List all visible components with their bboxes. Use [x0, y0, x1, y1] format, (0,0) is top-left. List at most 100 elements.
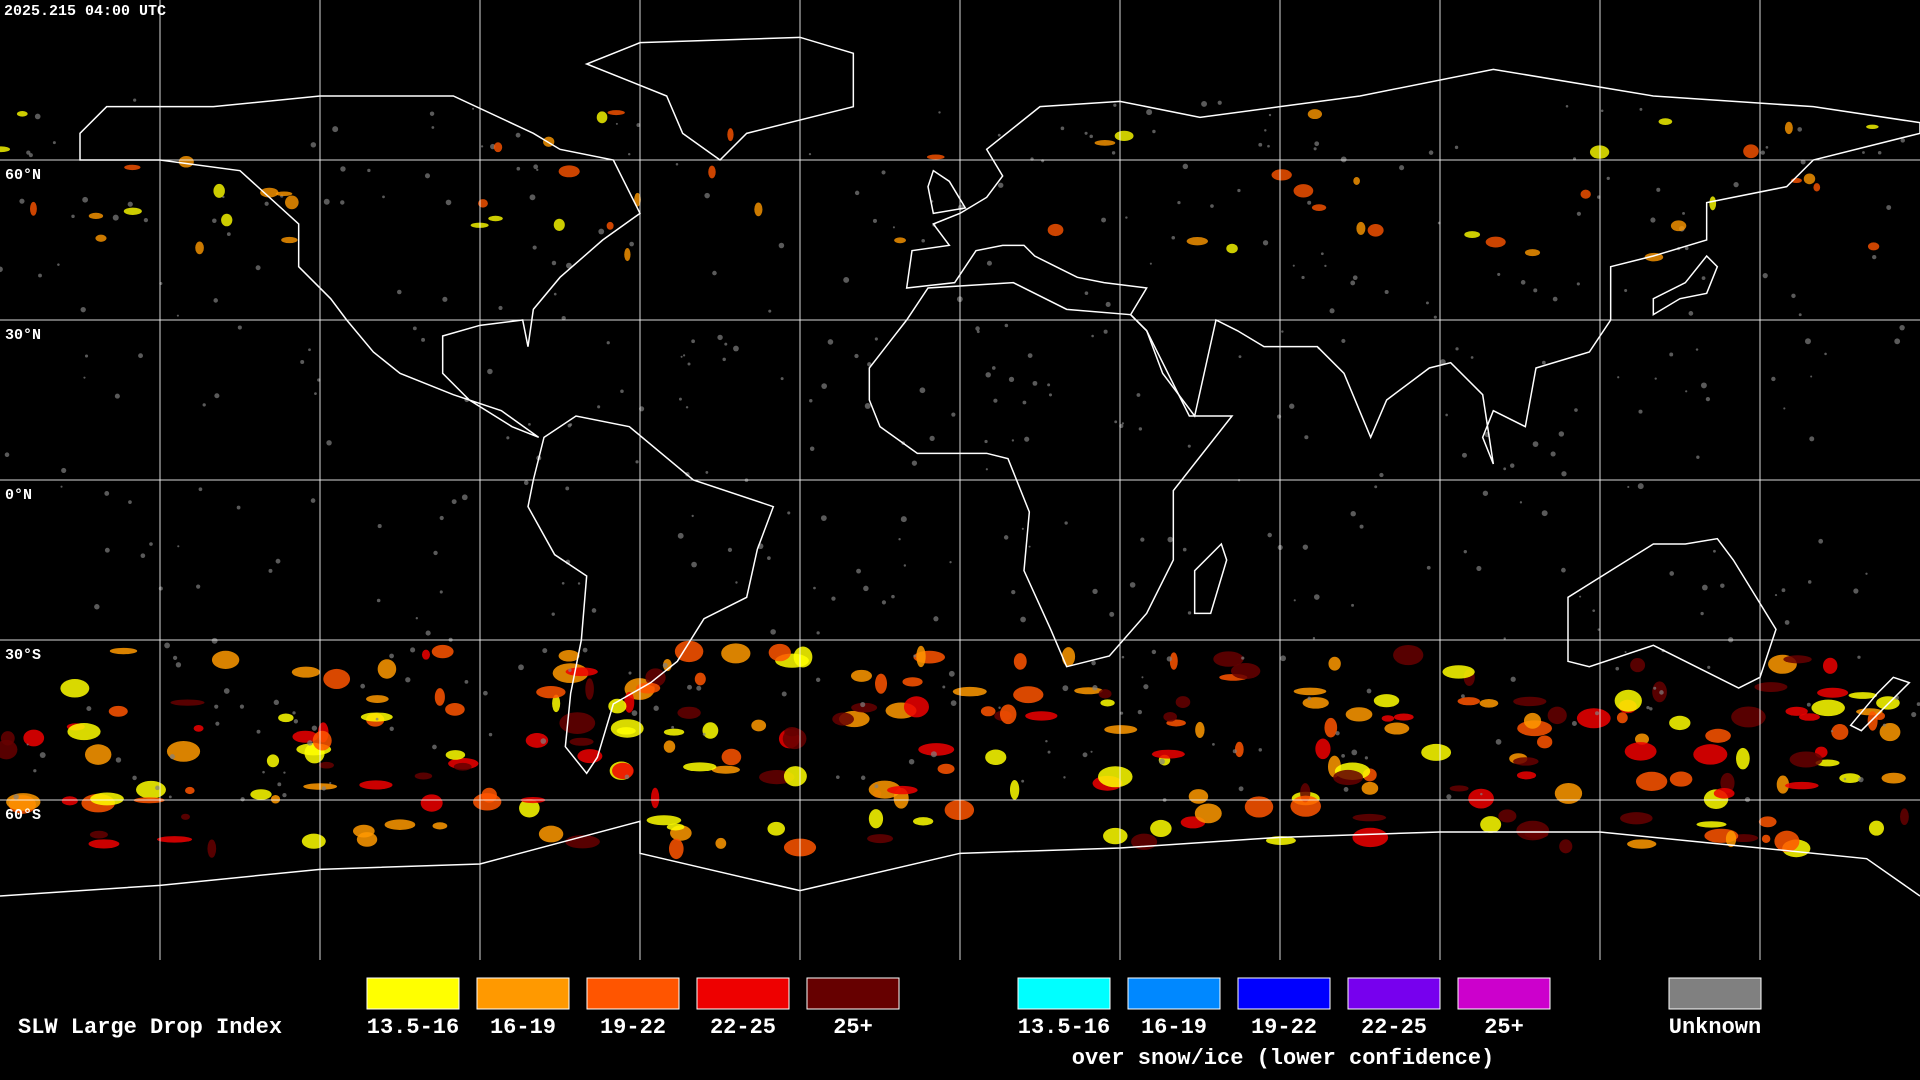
- unknown-patch: [1004, 323, 1009, 328]
- unknown-patch: [177, 545, 180, 548]
- unknown-patch: [1701, 584, 1708, 591]
- unknown-patch: [1720, 583, 1725, 588]
- unknown-patch: [1011, 589, 1016, 595]
- unknown-patch: [854, 353, 859, 359]
- unknown-patch: [83, 376, 86, 379]
- cloud-patch: [525, 733, 549, 748]
- legend: 13.5-16 16-19 19-22 22-25 25+ 13.5-16 16-19 19-…: [366, 977, 1762, 1040]
- unknown-patch: [1351, 603, 1354, 607]
- unknown-patch: [13, 794, 19, 800]
- unknown-patch: [360, 683, 366, 689]
- cloud-patch: [1025, 711, 1058, 721]
- unknown-patch: [138, 353, 143, 359]
- unknown-patch: [1129, 582, 1136, 588]
- unknown-patch: [198, 487, 203, 492]
- cloud-patch: [1616, 712, 1628, 724]
- unknown-patch: [33, 769, 37, 773]
- unknown-patch: [1084, 131, 1088, 135]
- cloud-patch: [708, 165, 716, 179]
- unknown-patch: [1541, 510, 1548, 517]
- unknown-patch: [1669, 352, 1674, 357]
- unknown-patch: [1182, 163, 1189, 170]
- unknown-patch: [1258, 142, 1263, 147]
- unknown-patch: [57, 263, 60, 266]
- unknown-patch: [1276, 414, 1282, 419]
- unknown-patch: [211, 637, 218, 644]
- cloud-patch: [170, 699, 205, 706]
- unknown-patch: [1509, 463, 1515, 468]
- unknown-patch: [1384, 290, 1389, 295]
- cloud-patch: [1307, 109, 1323, 120]
- unknown-patch: [1238, 786, 1244, 792]
- unknown-patch: [874, 784, 879, 789]
- unknown-patch: [881, 170, 886, 175]
- unknown-patch: [1137, 709, 1143, 715]
- cloud-patch: [1373, 694, 1400, 708]
- cloud-patch: [1554, 782, 1583, 804]
- unknown-patch: [1320, 252, 1324, 256]
- unknown-patch: [815, 677, 821, 682]
- unknown-patch: [300, 360, 305, 364]
- cloud-patch: [1302, 697, 1329, 709]
- unknown-patch: [1654, 377, 1657, 380]
- cloud-patch: [123, 207, 142, 215]
- cloud-patch: [666, 823, 685, 831]
- unknown-patch: [429, 111, 435, 116]
- unknown-patch: [627, 152, 631, 156]
- unknown-patch: [577, 582, 581, 585]
- unknown-patch: [1335, 731, 1340, 736]
- unknown-patch: [1021, 779, 1025, 783]
- cloud-patch: [1104, 725, 1138, 734]
- cloud-patch: [1524, 249, 1541, 257]
- cloud-patch: [1516, 820, 1550, 841]
- cloud-patch: [1670, 220, 1687, 232]
- unknown-patch: [624, 774, 630, 780]
- unknown-patch: [864, 403, 871, 409]
- unknown-patch: [951, 412, 956, 417]
- unknown-patch: [1340, 156, 1347, 163]
- cloud-patch: [793, 646, 813, 668]
- unknown-patch: [561, 315, 566, 321]
- lat-label: 30°N: [5, 327, 41, 344]
- unknown-patch: [938, 111, 941, 114]
- cloud-patch: [60, 679, 90, 698]
- legend-label: 25+: [833, 1015, 873, 1040]
- unknown-patch: [340, 200, 345, 205]
- unknown-patch: [483, 690, 488, 696]
- unknown-patch: [1807, 580, 1812, 584]
- unknown-patch: [1024, 436, 1030, 442]
- cloud-patch: [213, 183, 225, 198]
- unknown-patch: [1084, 291, 1089, 295]
- unknown-patch: [662, 662, 668, 668]
- unknown-patch: [1760, 150, 1765, 155]
- unknown-patch: [431, 126, 435, 129]
- cloud-patch: [1620, 812, 1653, 825]
- unknown-patch: [900, 516, 907, 523]
- unknown-patch: [1707, 665, 1711, 669]
- cloud-patch: [1516, 771, 1537, 780]
- unknown-patch: [1461, 694, 1465, 699]
- cloud-patch: [887, 785, 918, 795]
- cloud-patch: [1352, 813, 1387, 822]
- unknown-patch: [375, 717, 379, 721]
- cloud-patch: [1696, 821, 1727, 828]
- unknown-patch: [1865, 572, 1868, 575]
- unknown-patch: [1171, 235, 1176, 240]
- cloud-patch: [558, 650, 580, 662]
- unknown-patch: [1637, 483, 1644, 490]
- unknown-patch: [949, 561, 952, 564]
- legend-label: 22-25: [1361, 1015, 1427, 1040]
- unknown-patch: [671, 725, 675, 729]
- unknown-patch: [1798, 313, 1802, 317]
- cloud-patch: [1713, 788, 1735, 799]
- unknown-patch: [1899, 324, 1905, 331]
- unknown-patch: [835, 775, 840, 779]
- cloud-patch: [1333, 769, 1364, 786]
- unknown-patch: [283, 771, 286, 774]
- cloud-patch: [538, 825, 564, 843]
- unknown-patch: [986, 260, 992, 266]
- unknown-patch: [1784, 620, 1790, 625]
- unknown-patch: [1307, 200, 1312, 205]
- unknown-patch: [307, 740, 313, 746]
- unknown-patch: [1313, 594, 1320, 600]
